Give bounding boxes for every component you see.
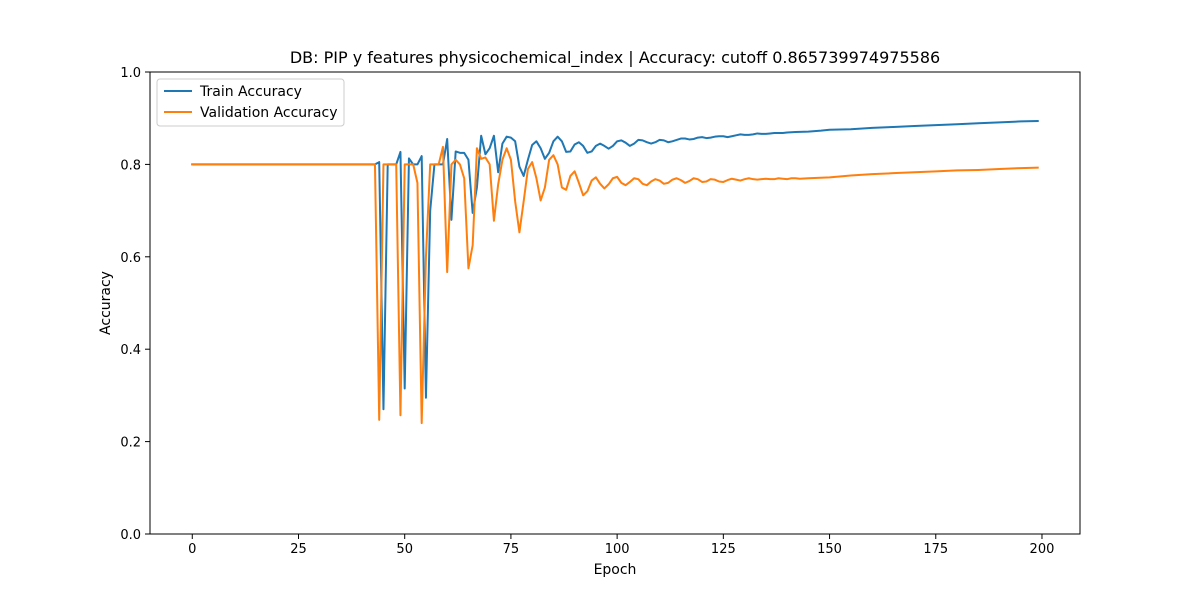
x-tick-label: 150: [817, 542, 842, 557]
x-tick-label: 100: [605, 542, 630, 557]
x-axis: 0 25 50 75 100 125 150 175 200: [188, 534, 1054, 557]
legend-label-validation: Validation Accuracy: [200, 105, 338, 121]
x-tick-label: 125: [711, 542, 736, 557]
y-tick-label: 0.4: [120, 343, 141, 358]
y-tick-label: 0.2: [120, 436, 141, 451]
y-axis-label: Accuracy: [98, 271, 114, 335]
y-tick-label: 0.8: [120, 158, 141, 173]
x-tick-label: 25: [290, 542, 307, 557]
y-tick-label: 0.0: [120, 528, 141, 543]
x-tick-label: 50: [396, 542, 413, 557]
x-tick-label: 175: [923, 542, 948, 557]
series-layer: [191, 119, 1039, 425]
legend: Train Accuracy Validation Accuracy: [156, 78, 345, 127]
legend-label-train: Train Accuracy: [199, 84, 302, 100]
legend-box: [156, 78, 345, 127]
plot-frame: [149, 71, 1081, 535]
x-tick-label: 0: [188, 542, 196, 557]
x-tick-label: 200: [1030, 542, 1055, 557]
y-axis: 0.0 0.2 0.4 0.6 0.8 1.0: [120, 66, 150, 543]
series-line-train: [191, 119, 1039, 411]
chart-title: DB: PIP y features physicochemical_index…: [290, 48, 940, 68]
series-line-validation: [191, 145, 1039, 425]
y-tick-label: 0.6: [120, 251, 141, 266]
x-tick-label: 75: [503, 542, 520, 557]
x-axis-label: Epoch: [594, 562, 637, 578]
y-tick-label: 1.0: [120, 66, 141, 81]
